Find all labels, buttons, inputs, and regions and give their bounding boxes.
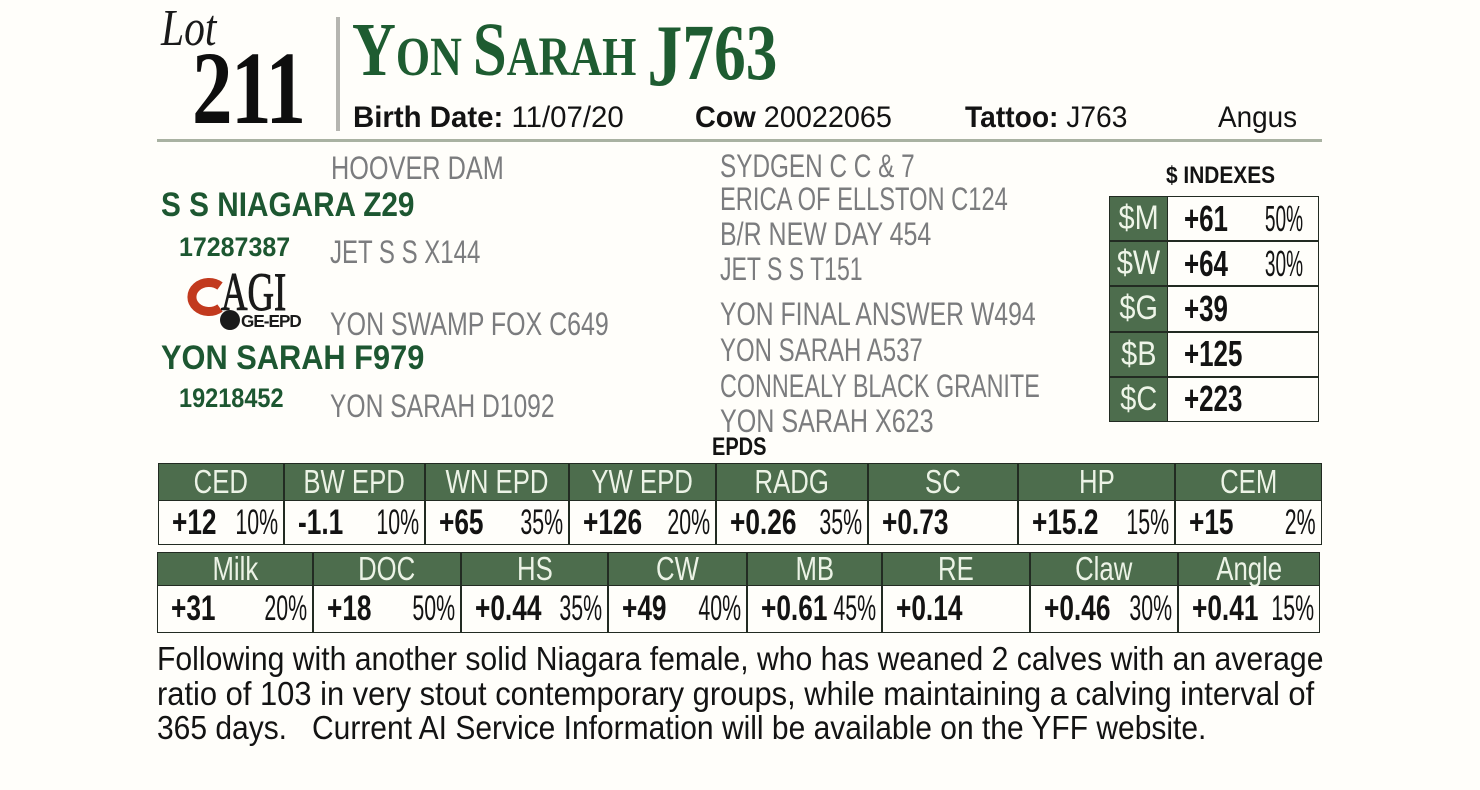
- svg-text:GE-EPD: GE-EPD: [241, 311, 301, 332]
